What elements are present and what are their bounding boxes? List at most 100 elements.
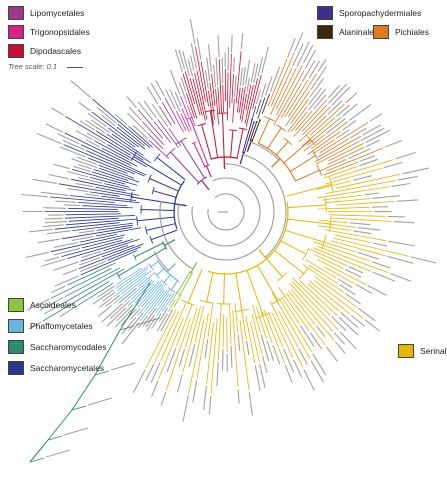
leaf-branch [168,128,182,147]
tip-label [115,114,128,126]
clade-arc-saccharomycodales [161,241,168,250]
leaf-branch [155,294,170,314]
leaf-branch [218,59,222,113]
tip-label [121,316,137,334]
internal-arc [130,151,137,162]
clade-arc-dipodascales [210,156,238,160]
leaf-branch [327,147,365,165]
internal-arc [316,164,323,176]
tip-label [331,316,347,331]
leaf-branch [64,267,121,298]
tip-label [102,291,116,302]
tip-label [78,163,93,170]
tip-label [150,362,161,383]
leaf-branch [137,109,164,139]
leaf-branch [239,319,250,391]
leaf-branch [239,86,246,120]
legend-label-dipodascales: Dipodascales [30,46,82,56]
leaf-branch [276,64,303,116]
tip-label [48,173,70,180]
internal-arc [311,150,320,161]
leaf-branch [271,312,294,358]
saccharomycodales-lineage [119,282,151,331]
leaf-branch [195,46,206,102]
tip-label [207,44,212,72]
branches-layer [29,46,410,463]
leaf-branch [278,297,313,353]
backbone-arc [207,193,245,231]
legend-saccharomycodales: Saccharomycodales [8,340,107,354]
internal-arc [191,141,196,145]
leaf-branch [164,97,184,133]
saccharomycodales-lineage [47,409,73,441]
leaf-branch [252,74,262,109]
tip-label [365,129,391,143]
leaf-branch [165,318,191,391]
leaf-branch [188,318,205,394]
internal-branch [187,269,203,303]
leaf-branch [80,244,129,262]
internal-branch [150,261,159,268]
leaf-branch [64,132,132,166]
legend-label-serinales: Serinales [420,346,447,356]
leaf-branch [131,279,153,300]
leaf-branch [87,157,128,174]
leaf-branch [287,106,308,133]
tip-label [44,305,59,315]
tip-label [359,155,376,162]
tip-label [118,287,137,304]
leaf-branch [289,283,334,332]
leaf-branch [103,238,140,252]
tip-label [242,66,246,86]
internal-branch [156,157,186,181]
leaf-branch [192,78,203,116]
tip-label [46,230,71,235]
leaf-branch [74,282,114,308]
tip-label [79,120,95,131]
internal-arc [276,124,287,132]
tip-label [349,222,371,226]
tip-label [217,35,220,58]
leaf-branch [153,121,171,143]
tip-label [145,363,155,381]
leaf-branch [313,247,372,272]
leaf-branch [107,127,136,148]
tip-label [169,89,181,113]
leaf-branch [286,293,326,346]
tip-label [41,258,66,267]
leaf-branch [168,299,176,312]
leaf-branch [101,147,138,167]
leaf-branch [326,223,356,228]
leaf-branch [271,292,311,360]
internal-branch [179,272,193,296]
tip-label [328,83,348,104]
leaf-branch [234,302,239,333]
internal-arc [153,153,161,162]
internal-arc [239,127,248,131]
tip-label [308,60,321,79]
leaf-branch [295,110,313,131]
tip-label [189,55,195,72]
internal-branch [176,271,191,294]
leaf-branch [301,117,336,147]
internal-branch [223,273,225,304]
internal-branch [246,270,264,316]
legend-swatch-serinales [398,344,414,358]
leaf-branch [232,98,235,123]
tip-label [59,307,74,318]
leaf-branch [181,108,192,131]
leaf-branch [328,143,364,162]
leaf-branch [157,119,180,149]
leaf-branch [325,180,396,194]
tip-label [301,60,316,82]
leaf-branch [148,140,170,159]
leaf-branch [121,270,152,295]
internal-branch [285,183,332,197]
leaf-branch [67,239,133,259]
tip-label [357,227,381,231]
leaf-branch [139,289,165,322]
tip-label [96,285,116,299]
leaf-branch [59,268,125,306]
leaf-branch [314,135,362,163]
